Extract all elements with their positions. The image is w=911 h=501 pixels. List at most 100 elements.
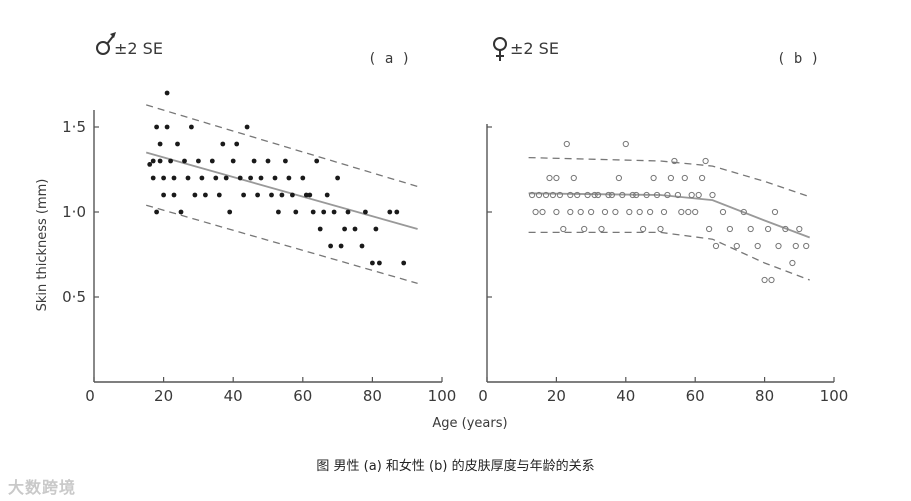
data-point bbox=[227, 209, 233, 215]
data-point bbox=[709, 191, 716, 199]
panel-b-ticks: 0 20 40 60 80 100 bbox=[478, 126, 848, 405]
panel-a-legend: ±2 SE bbox=[114, 39, 163, 58]
data-point bbox=[314, 158, 320, 164]
data-point bbox=[283, 158, 288, 164]
data-point bbox=[317, 226, 323, 232]
data-point bbox=[653, 191, 661, 199]
y-tick-label: 0·5 bbox=[62, 288, 86, 306]
data-point bbox=[185, 175, 191, 181]
data-point bbox=[657, 225, 664, 233]
data-point bbox=[241, 192, 247, 198]
data-point bbox=[796, 225, 803, 233]
data-point bbox=[771, 208, 779, 216]
data-point bbox=[546, 174, 553, 182]
data-point bbox=[359, 243, 365, 249]
data-point bbox=[688, 191, 695, 199]
data-point bbox=[234, 141, 240, 147]
panel-b-se-lower-line bbox=[528, 231, 810, 281]
data-point bbox=[699, 174, 706, 182]
data-point bbox=[567, 208, 574, 216]
data-point bbox=[157, 158, 163, 164]
data-point bbox=[161, 192, 167, 198]
data-point bbox=[154, 124, 160, 130]
x-tick-label: 100 bbox=[428, 387, 457, 405]
panel-b-se-upper-line bbox=[528, 156, 810, 198]
y-tick-label: 1·5 bbox=[62, 118, 86, 136]
data-point bbox=[161, 175, 167, 181]
data-point bbox=[792, 242, 799, 250]
data-point bbox=[307, 192, 313, 198]
data-point bbox=[171, 192, 177, 198]
data-point bbox=[345, 209, 351, 215]
female-symbol-icon bbox=[493, 37, 507, 61]
data-point bbox=[293, 209, 299, 215]
panel-a: 0 20 40 60 80 100 0·5 1·0 1·5 ±2 SE ( a ) Skin t… bbox=[35, 32, 456, 405]
data-point bbox=[719, 208, 727, 216]
panel-a-tag: ( a ) bbox=[368, 51, 410, 67]
watermark-text: 大数跨境 bbox=[8, 478, 77, 497]
data-point bbox=[300, 175, 306, 181]
data-point bbox=[335, 175, 340, 181]
data-point bbox=[584, 191, 591, 199]
data-point bbox=[279, 192, 285, 198]
data-point bbox=[695, 191, 702, 199]
data-point bbox=[147, 162, 153, 167]
data-point bbox=[747, 225, 754, 233]
data-point bbox=[660, 208, 668, 216]
panel-b-trend-line bbox=[528, 192, 811, 239]
x-axis-title: Age (years) bbox=[432, 416, 507, 431]
data-point bbox=[768, 276, 775, 284]
data-point bbox=[712, 242, 720, 250]
data-point bbox=[706, 225, 713, 233]
data-point bbox=[373, 226, 379, 232]
data-point bbox=[394, 209, 400, 215]
x-tick-label: 80 bbox=[755, 387, 774, 405]
x-tick-label: 60 bbox=[293, 387, 312, 405]
data-point bbox=[363, 209, 368, 215]
data-point bbox=[640, 225, 647, 233]
data-point bbox=[601, 208, 609, 216]
data-point bbox=[574, 191, 581, 199]
data-point bbox=[265, 158, 271, 164]
data-point bbox=[248, 175, 254, 181]
data-point bbox=[310, 209, 316, 215]
data-point bbox=[539, 208, 546, 216]
data-point bbox=[754, 242, 761, 250]
data-point bbox=[377, 260, 382, 266]
data-point bbox=[164, 124, 170, 130]
panel-a-y-axis-title: Skin thickness (mm) bbox=[35, 179, 50, 312]
data-point bbox=[605, 191, 612, 199]
data-point bbox=[251, 158, 257, 164]
data-point bbox=[244, 124, 250, 130]
data-point bbox=[615, 174, 623, 182]
data-point bbox=[338, 243, 344, 249]
data-point bbox=[175, 141, 180, 147]
data-point bbox=[556, 191, 564, 199]
data-point bbox=[192, 192, 198, 198]
data-point bbox=[726, 225, 734, 233]
data-point bbox=[150, 158, 156, 164]
data-point bbox=[681, 174, 688, 182]
data-point bbox=[387, 209, 393, 215]
panel-a-ticks: 0 20 40 60 80 100 0·5 1·0 1·5 bbox=[62, 118, 456, 405]
data-point bbox=[692, 208, 699, 216]
data-point bbox=[643, 191, 650, 199]
data-point bbox=[213, 175, 219, 181]
data-point bbox=[570, 174, 577, 182]
x-tick-label: 20 bbox=[154, 387, 173, 405]
data-point bbox=[775, 242, 782, 250]
data-point bbox=[588, 208, 595, 216]
x-tick-label: 20 bbox=[547, 387, 566, 405]
data-point bbox=[733, 242, 740, 250]
data-point bbox=[230, 158, 236, 164]
data-point bbox=[598, 225, 605, 233]
data-point bbox=[761, 276, 768, 284]
data-point bbox=[290, 192, 295, 198]
data-point bbox=[401, 260, 407, 266]
data-point bbox=[608, 191, 616, 199]
data-point bbox=[622, 140, 629, 148]
data-point bbox=[237, 175, 243, 181]
figure-caption: 图 男性 (a) 和女性 (b) 的皮肤厚度与年龄的关系 bbox=[316, 459, 595, 474]
data-point bbox=[664, 191, 671, 199]
data-point bbox=[157, 141, 163, 147]
